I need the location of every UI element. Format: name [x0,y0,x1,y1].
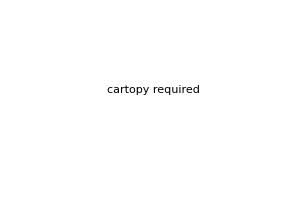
Text: cartopy required: cartopy required [107,85,200,95]
